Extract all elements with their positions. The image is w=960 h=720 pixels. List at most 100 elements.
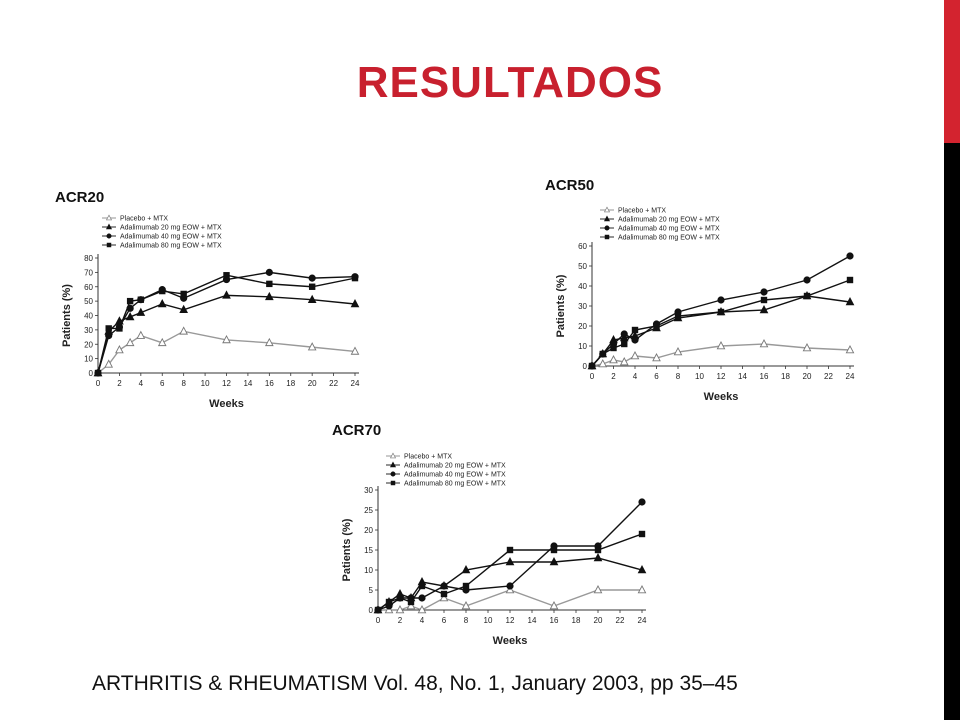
x-tick-label: 8	[464, 616, 469, 625]
series-0	[373, 585, 647, 614]
data-point	[136, 307, 146, 316]
data-point	[440, 582, 448, 590]
data-point	[440, 590, 448, 598]
data-point	[631, 336, 639, 344]
data-point	[116, 325, 123, 332]
legend-marker	[389, 461, 397, 468]
data-point	[115, 345, 124, 354]
y-tick-label: 20	[84, 340, 93, 349]
legend-marker	[105, 223, 113, 230]
data-point	[588, 362, 596, 370]
data-point	[673, 347, 683, 356]
legend-marker	[389, 452, 397, 459]
data-point	[266, 280, 273, 288]
data-point	[461, 601, 471, 610]
x-tick-label: 24	[351, 379, 360, 388]
data-point	[760, 288, 768, 296]
data-point	[631, 326, 639, 334]
data-point	[222, 290, 231, 299]
series-1	[93, 290, 360, 377]
data-point	[594, 546, 602, 554]
data-point	[137, 296, 145, 303]
data-point	[759, 305, 769, 314]
data-point	[105, 325, 112, 332]
citation: ARTHRITIS & RHEUMATISM Vol. 48, No. 1, J…	[92, 672, 738, 695]
data-point	[439, 593, 449, 602]
data-point	[845, 297, 855, 306]
data-point	[406, 601, 416, 610]
side-bar	[944, 0, 960, 720]
x-tick-label: 20	[803, 372, 812, 381]
x-tick-label: 12	[222, 379, 231, 388]
y-tick-label: 20	[364, 526, 373, 535]
data-point	[385, 598, 393, 606]
x-tick-label: 2	[398, 616, 403, 625]
x-tick-label: 16	[760, 372, 769, 381]
data-point	[180, 290, 187, 298]
data-point	[638, 498, 646, 506]
data-point	[638, 530, 646, 538]
data-point	[157, 337, 167, 347]
slide-title: RESULTADOS	[356, 58, 664, 107]
x-tick-label: 22	[824, 372, 833, 381]
legend-label: Placebo + MTX	[618, 208, 666, 215]
data-point	[619, 357, 629, 366]
chart-title: ACR20	[55, 189, 104, 206]
data-point	[620, 330, 628, 338]
data-point	[179, 304, 189, 314]
x-tick-label: 18	[286, 379, 295, 388]
x-tick-label: 16	[550, 616, 559, 625]
data-point	[264, 337, 274, 347]
data-point	[621, 340, 628, 348]
y-axis-label: Patients (%)	[341, 518, 353, 581]
series-line	[97, 274, 356, 374]
data-point	[593, 553, 603, 562]
x-tick-label: 0	[590, 372, 595, 381]
data-point	[637, 565, 647, 574]
data-point	[550, 546, 558, 554]
y-tick-label: 30	[364, 486, 373, 495]
data-point	[179, 326, 189, 335]
data-point	[717, 308, 725, 316]
data-point	[418, 594, 426, 602]
legend-marker	[105, 214, 113, 221]
legend-marker	[604, 234, 610, 240]
data-point	[126, 297, 134, 305]
x-tick-label: 24	[846, 372, 855, 381]
data-point	[846, 252, 854, 260]
legend-label: Adalimumab 40 mg EOW + MTX	[120, 234, 222, 241]
data-point	[223, 272, 230, 279]
data-point	[264, 291, 274, 301]
legend-marker	[106, 233, 112, 239]
data-point	[803, 292, 811, 300]
y-tick-label: 60	[578, 242, 587, 251]
series-0	[93, 326, 360, 377]
x-tick-label: 6	[442, 616, 447, 625]
x-tick-label: 14	[528, 616, 537, 625]
data-point	[350, 299, 360, 308]
data-point	[610, 344, 617, 352]
data-point	[549, 557, 559, 566]
y-tick-label: 0	[89, 369, 94, 378]
side-bar-accent	[944, 0, 960, 143]
data-point	[374, 606, 382, 614]
x-tick-label: 24	[638, 616, 647, 625]
data-point	[630, 351, 640, 360]
x-tick-label: 14	[243, 379, 252, 388]
legend-label: Placebo + MTX	[404, 454, 452, 461]
x-tick-label: 8	[676, 372, 681, 381]
chart-title: ACR70	[332, 422, 381, 439]
data-point	[674, 312, 682, 320]
data-point	[598, 359, 608, 368]
y-tick-label: 10	[84, 355, 93, 364]
legend-label: Adalimumab 80 mg EOW + MTX	[120, 243, 222, 250]
x-tick-label: 18	[781, 372, 790, 381]
data-point	[125, 337, 135, 347]
legend-marker	[390, 480, 396, 486]
legend-marker	[390, 471, 396, 477]
data-point	[265, 268, 273, 276]
x-tick-label: 2	[611, 372, 616, 381]
x-tick-label: 4	[139, 379, 144, 388]
legend-label: Placebo + MTX	[120, 216, 168, 223]
